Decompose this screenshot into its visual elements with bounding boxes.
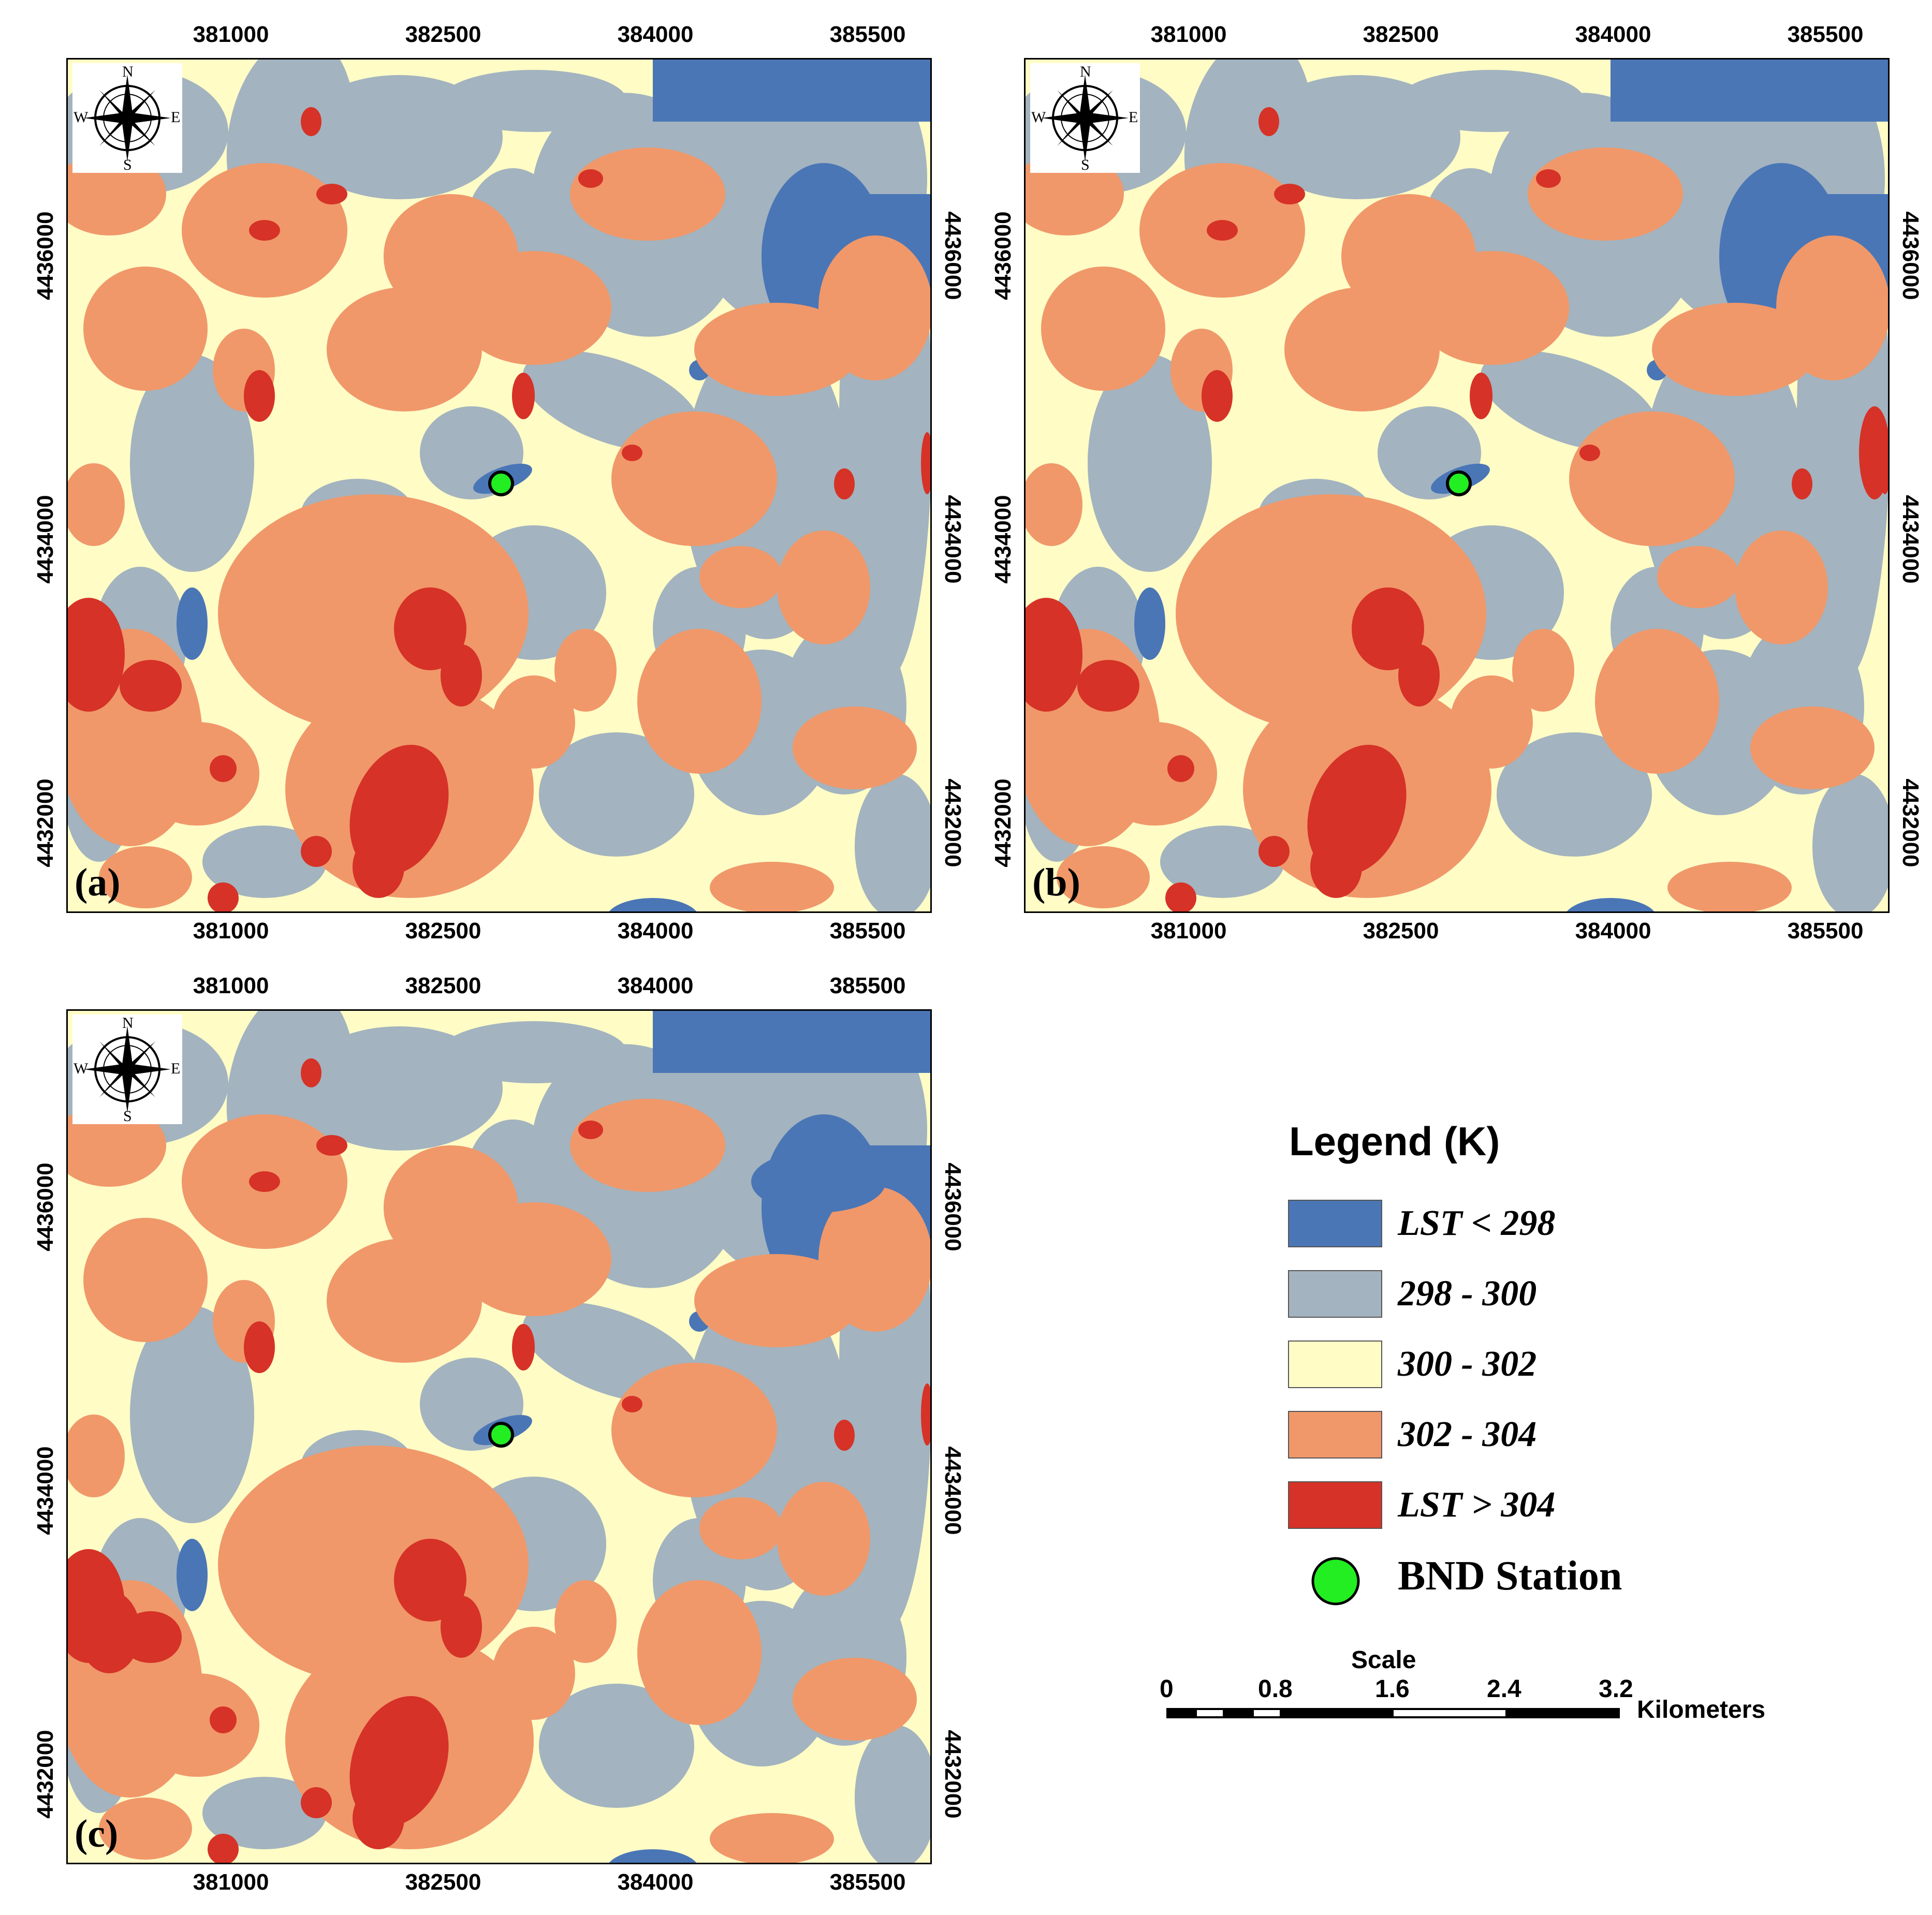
y-tick-label-left: 4432000 bbox=[33, 778, 58, 867]
legend-swatch bbox=[1288, 1481, 1382, 1529]
compass-letter-e: E bbox=[1129, 109, 1138, 126]
x-tick-label-bottom: 382500 bbox=[405, 918, 481, 944]
x-tick-label-bottom: 385500 bbox=[1787, 918, 1864, 944]
legend-label: LST > 304 bbox=[1398, 1485, 1556, 1525]
x-tick-label-top: 385500 bbox=[829, 973, 906, 998]
lst-map bbox=[66, 1009, 932, 1864]
north-arrow-icon bbox=[1030, 63, 1140, 173]
compass-letter-w: W bbox=[74, 1060, 89, 1077]
x-tick-label-bottom: 384000 bbox=[617, 918, 694, 944]
compass-letter-s: S bbox=[123, 156, 132, 173]
y-tick-label-right: 4434000 bbox=[940, 1446, 965, 1535]
north-arrow-icon bbox=[72, 63, 182, 173]
scale-tick-3: 2.4 bbox=[1487, 1675, 1521, 1703]
x-tick-label-top: 385500 bbox=[829, 22, 906, 47]
y-tick-label-left: 4436000 bbox=[33, 1162, 58, 1251]
legend-swatch bbox=[1288, 1411, 1382, 1459]
x-tick-label-top: 382500 bbox=[405, 973, 481, 998]
y-tick-label-left: 4432000 bbox=[990, 778, 1016, 867]
legend-station-item bbox=[1310, 1555, 1362, 1607]
compass-letter-w: W bbox=[74, 109, 89, 126]
x-tick-label-bottom: 382500 bbox=[405, 1869, 481, 1895]
lst-map bbox=[66, 58, 932, 913]
x-tick-label-top: 384000 bbox=[617, 973, 694, 998]
y-tick-label-left: 4434000 bbox=[33, 495, 58, 584]
y-tick-label-right: 4432000 bbox=[940, 1730, 965, 1819]
y-tick-label-right: 4436000 bbox=[1898, 211, 1923, 300]
compass-letter-n: N bbox=[1080, 63, 1091, 80]
x-tick-label-bottom: 381000 bbox=[193, 1869, 269, 1895]
y-tick-label-left: 4434000 bbox=[990, 495, 1016, 584]
y-tick-label-left: 4436000 bbox=[990, 211, 1016, 300]
compass-letter-w: W bbox=[1031, 109, 1046, 126]
north-arrow-icon bbox=[72, 1014, 182, 1124]
legend-label: 302 - 304 bbox=[1398, 1415, 1537, 1454]
station-marker-icon bbox=[1311, 1557, 1360, 1605]
x-tick-label-bottom: 381000 bbox=[1150, 918, 1227, 944]
y-tick-label-left: 4436000 bbox=[33, 211, 58, 300]
legend-label: 298 - 300 bbox=[1398, 1274, 1537, 1314]
panel-label: (c) bbox=[75, 1812, 119, 1855]
scale-bar bbox=[1166, 1707, 1621, 1722]
compass-letter-n: N bbox=[122, 63, 134, 80]
y-tick-label-right: 4436000 bbox=[940, 211, 965, 300]
x-tick-label-top: 381000 bbox=[1150, 22, 1227, 47]
x-tick-label-bottom: 384000 bbox=[1575, 918, 1651, 944]
scale-tick-1: 0.8 bbox=[1258, 1675, 1293, 1703]
x-tick-label-top: 381000 bbox=[193, 22, 269, 47]
compass-letter-s: S bbox=[123, 1108, 132, 1125]
compass-letter-s: S bbox=[1081, 156, 1090, 173]
x-tick-label-top: 381000 bbox=[193, 973, 269, 998]
x-tick-label-bottom: 385500 bbox=[829, 918, 906, 944]
y-tick-label-right: 4434000 bbox=[1898, 495, 1923, 584]
x-tick-label-top: 384000 bbox=[617, 22, 694, 47]
x-tick-label-bottom: 381000 bbox=[193, 918, 269, 944]
x-tick-label-top: 385500 bbox=[1787, 22, 1864, 47]
legend-swatch bbox=[1288, 1270, 1382, 1318]
x-tick-label-bottom: 382500 bbox=[1363, 918, 1439, 944]
scale-tick-2: 1.6 bbox=[1375, 1675, 1410, 1703]
y-tick-label-left: 4432000 bbox=[33, 1730, 58, 1819]
compass-letter-e: E bbox=[171, 1060, 181, 1077]
compass-letter-e: E bbox=[171, 109, 181, 126]
legend-label: LST < 298 bbox=[1398, 1203, 1556, 1243]
legend-station-label: BND Station bbox=[1398, 1553, 1622, 1599]
x-tick-label-top: 382500 bbox=[1363, 22, 1439, 47]
x-tick-label-top: 384000 bbox=[1575, 22, 1651, 47]
scale-unit: Kilometers bbox=[1637, 1696, 1766, 1724]
compass-letter-n: N bbox=[122, 1014, 134, 1032]
legend-swatch bbox=[1288, 1340, 1382, 1388]
y-tick-label-right: 4432000 bbox=[940, 778, 965, 867]
panel-label: (b) bbox=[1032, 861, 1080, 904]
scale-title: Scale bbox=[1351, 1646, 1416, 1674]
y-tick-label-right: 4432000 bbox=[1898, 778, 1923, 867]
panel-label: (a) bbox=[75, 861, 121, 904]
x-tick-label-top: 382500 bbox=[405, 22, 481, 47]
legend-swatch bbox=[1288, 1200, 1382, 1247]
scale-tick-0: 0 bbox=[1160, 1675, 1174, 1703]
legend-label: 300 - 302 bbox=[1398, 1344, 1537, 1384]
x-tick-label-bottom: 385500 bbox=[829, 1869, 906, 1895]
legend-title: Legend (K) bbox=[1289, 1118, 1500, 1164]
lst-map bbox=[1024, 58, 1890, 913]
y-tick-label-right: 4436000 bbox=[940, 1162, 965, 1251]
scale-tick-4: 3.2 bbox=[1599, 1675, 1633, 1703]
y-tick-label-right: 4434000 bbox=[940, 495, 965, 584]
x-tick-label-bottom: 384000 bbox=[617, 1869, 694, 1895]
y-tick-label-left: 4434000 bbox=[33, 1446, 58, 1535]
